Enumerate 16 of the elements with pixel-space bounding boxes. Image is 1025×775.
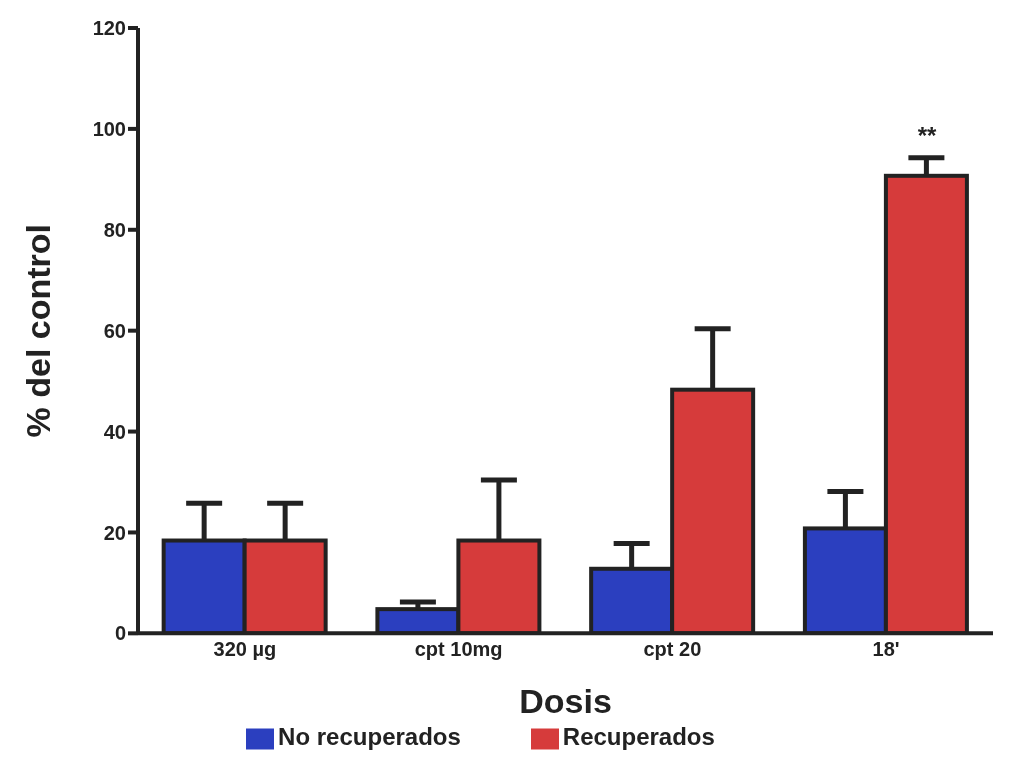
annotation: ** bbox=[917, 121, 938, 149]
x-tick-label: cpt 10mg bbox=[414, 637, 503, 660]
y-tick-label: 0 bbox=[114, 622, 126, 645]
y-tick-label: 20 bbox=[103, 521, 126, 544]
y-axis-title: % del control bbox=[19, 223, 58, 438]
legend-label: No recuperados bbox=[278, 723, 461, 751]
x-tick-label: 320 µg bbox=[213, 637, 277, 660]
y-tick-label: 80 bbox=[103, 218, 126, 241]
x-tick-label: 18' bbox=[872, 637, 900, 660]
legend-label: Recuperados bbox=[562, 723, 715, 751]
x-tick-label: cpt 20 bbox=[643, 637, 702, 660]
x-axis-title: Dosis bbox=[519, 682, 612, 721]
y-tick-label: 100 bbox=[92, 117, 126, 140]
y-tick-label: 40 bbox=[103, 420, 126, 443]
y-tick-label: 120 bbox=[92, 17, 126, 40]
y-tick-label: 60 bbox=[103, 319, 126, 342]
